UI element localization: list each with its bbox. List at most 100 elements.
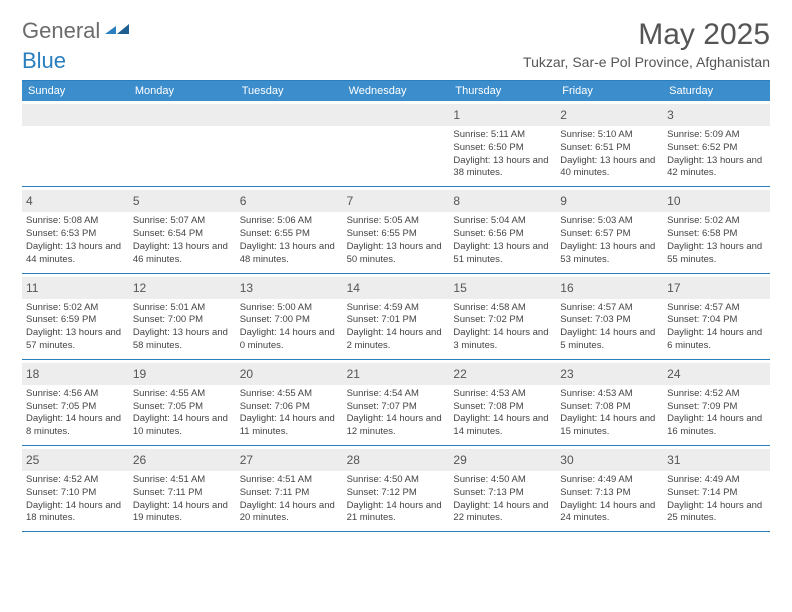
sunset-text: Sunset: 7:08 PM [560,401,659,414]
day-number: 5 [133,194,140,208]
day-info: Sunrise: 4:51 AMSunset: 7:11 PMDaylight:… [240,474,339,525]
day-cell: 30 Sunrise: 4:49 AMSunset: 7:13 PMDayligh… [556,446,663,531]
day-cell: 12 Sunrise: 5:01 AMSunset: 7:00 PMDayligh… [129,274,236,359]
day-number-bar: 21 [343,363,450,385]
day-info: Sunrise: 5:08 AMSunset: 6:53 PMDaylight:… [26,215,125,266]
sunset-text: Sunset: 6:53 PM [26,228,125,241]
day-cell: 14Sunrise: 4:59 AMSunset: 7:01 PMDayligh… [343,274,450,359]
daylight-text: Daylight: 14 hours and 20 minutes. [240,500,339,526]
day-number: 25 [26,453,39,467]
location-text: Tukzar, Sar-e Pol Province, Afghanistan [523,54,770,70]
sunrise-text: Sunrise: 5:01 AM [133,302,232,315]
day-cell: 22Sunrise: 4:53 AMSunset: 7:08 PMDayligh… [449,360,556,445]
day-info: Sunrise: 4:57 AMSunset: 7:04 PMDaylight:… [667,302,766,353]
week-row: 11Sunrise: 5:02 AMSunset: 6:59 PMDayligh… [22,274,770,360]
day-number: 4 [26,194,33,208]
daylight-text: Daylight: 14 hours and 15 minutes. [560,413,659,439]
sunset-text: Sunset: 6:55 PM [240,228,339,241]
sunset-text: Sunset: 7:12 PM [347,487,446,500]
day-number: 8 [453,194,460,208]
day-cell: 13 Sunrise: 5:00 AMSunset: 7:00 PMDayligh… [236,274,343,359]
sunset-text: Sunset: 6:58 PM [667,228,766,241]
day-number: 16 [560,281,573,295]
day-number: 21 [347,367,360,381]
daylight-text: Daylight: 13 hours and 53 minutes. [560,241,659,267]
sunset-text: Sunset: 7:13 PM [453,487,552,500]
sunset-text: Sunset: 7:00 PM [240,314,339,327]
sunrise-text: Sunrise: 5:08 AM [26,215,125,228]
daylight-text: Daylight: 14 hours and 2 minutes. [347,327,446,353]
sunset-text: Sunset: 6:59 PM [26,314,125,327]
day-cell: 4 Sunrise: 5:08 AMSunset: 6:53 PMDaylight… [22,187,129,272]
week-row: 4Sunrise: 5:08 AMSunset: 6:53 PMDaylight… [22,187,770,273]
sunrise-text: Sunrise: 5:02 AM [667,215,766,228]
day-cell: 26Sunrise: 4:51 AMSunset: 7:11 PMDayligh… [129,446,236,531]
empty-day-cell [129,101,236,186]
day-number: 19 [133,367,146,381]
sunrise-text: Sunrise: 5:05 AM [347,215,446,228]
weekday-header: Friday [556,81,663,101]
day-cell: 7 Sunrise: 5:05 AMSunset: 6:55 PMDaylight… [343,187,450,272]
sunrise-text: Sunrise: 5:11 AM [453,129,552,142]
day-number-bar: 16 [556,277,663,299]
day-number-bar: 23 [556,363,663,385]
sunset-text: Sunset: 7:09 PM [667,401,766,414]
day-number: 15 [453,281,466,295]
daylight-text: Daylight: 14 hours and 10 minutes. [133,413,232,439]
day-number-bar: 22 [449,363,556,385]
day-cell: 15Sunrise: 4:58 AMSunset: 7:02 PMDayligh… [449,274,556,359]
sunrise-text: Sunrise: 4:57 AM [560,302,659,315]
sunset-text: Sunset: 7:08 PM [453,401,552,414]
day-number: 11 [26,281,38,295]
daylight-text: Daylight: 13 hours and 50 minutes. [347,241,446,267]
daylight-text: Daylight: 13 hours and 48 minutes. [240,241,339,267]
day-cell: 28Sunrise: 4:50 AMSunset: 7:12 PMDayligh… [343,446,450,531]
sunrise-text: Sunrise: 4:49 AM [560,474,659,487]
week-row: 1Sunrise: 5:11 AMSunset: 6:50 PMDaylight… [22,101,770,187]
day-cell: 29Sunrise: 4:50 AMSunset: 7:13 PMDayligh… [449,446,556,531]
day-number: 30 [560,453,573,467]
daylight-text: Daylight: 13 hours and 40 minutes. [560,155,659,181]
day-number: 22 [453,367,466,381]
sunrise-text: Sunrise: 4:54 AM [347,388,446,401]
day-number-bar: 29 [449,449,556,471]
day-number: 7 [347,194,354,208]
day-info: Sunrise: 5:00 AMSunset: 7:00 PMDaylight:… [240,302,339,353]
day-number-bar: 30 [556,449,663,471]
day-number-bar: 19 [129,363,236,385]
day-number-bar: 18 [22,363,129,385]
daylight-text: Daylight: 14 hours and 12 minutes. [347,413,446,439]
sunset-text: Sunset: 6:55 PM [347,228,446,241]
sunset-text: Sunset: 7:06 PM [240,401,339,414]
day-info: Sunrise: 4:52 AMSunset: 7:10 PMDaylight:… [26,474,125,525]
day-info: Sunrise: 5:03 AMSunset: 6:57 PMDaylight:… [560,215,659,266]
day-number-bar: 17 [663,277,770,299]
sunset-text: Sunset: 7:03 PM [560,314,659,327]
day-number: 18 [26,367,39,381]
day-number-bar: 26 [129,449,236,471]
day-number: 1 [453,108,460,122]
day-number: 13 [240,281,253,295]
daylight-text: Daylight: 13 hours and 58 minutes. [133,327,232,353]
daylight-text: Daylight: 13 hours and 44 minutes. [26,241,125,267]
day-number: 12 [133,281,146,295]
day-cell: 17 Sunrise: 4:57 AMSunset: 7:04 PMDayligh… [663,274,770,359]
day-info: Sunrise: 4:56 AMSunset: 7:05 PMDaylight:… [26,388,125,439]
day-number: 26 [133,453,146,467]
sunrise-text: Sunrise: 5:07 AM [133,215,232,228]
sunrise-text: Sunrise: 5:10 AM [560,129,659,142]
day-number-bar: 27 [236,449,343,471]
day-info: Sunrise: 4:49 AMSunset: 7:13 PMDaylight:… [560,474,659,525]
daylight-text: Daylight: 14 hours and 22 minutes. [453,500,552,526]
daylight-text: Daylight: 14 hours and 3 minutes. [453,327,552,353]
empty-day-cell [343,101,450,186]
day-cell: 19Sunrise: 4:55 AMSunset: 7:05 PMDayligh… [129,360,236,445]
weekday-header: Monday [129,81,236,101]
sunrise-text: Sunrise: 4:51 AM [240,474,339,487]
sunrise-text: Sunrise: 4:52 AM [667,388,766,401]
day-info: Sunrise: 5:01 AMSunset: 7:00 PMDaylight:… [133,302,232,353]
day-number-bar: 25 [22,449,129,471]
weekday-header: Tuesday [236,81,343,101]
daylight-text: Daylight: 14 hours and 18 minutes. [26,500,125,526]
day-cell: 10Sunrise: 5:02 AMSunset: 6:58 PMDayligh… [663,187,770,272]
